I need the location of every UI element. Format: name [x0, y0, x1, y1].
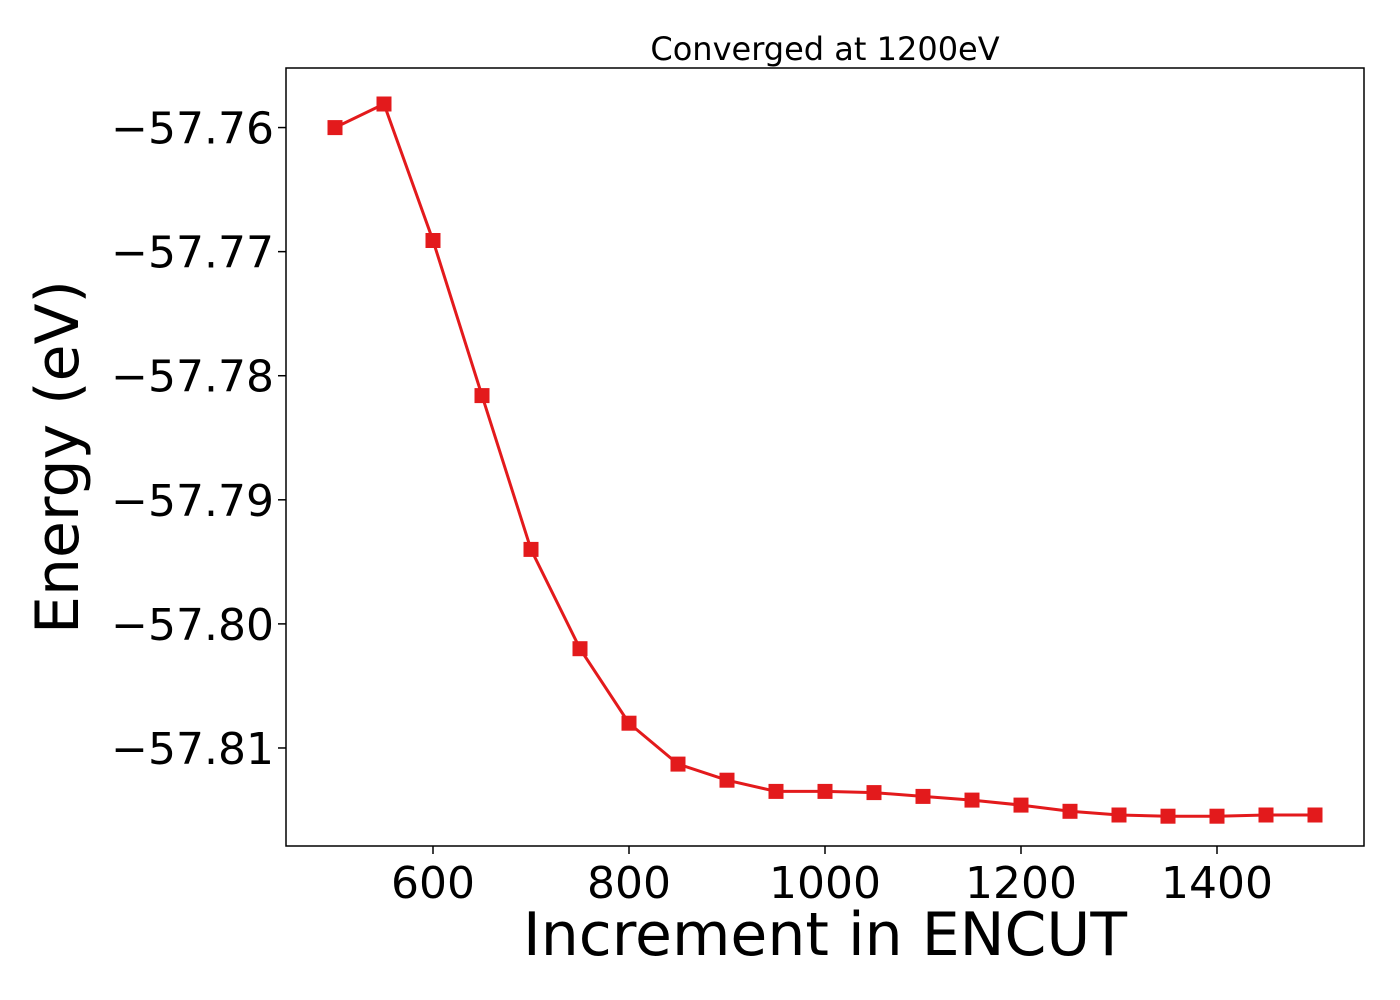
y-tick-label: −57.78: [111, 352, 274, 403]
data-point: [572, 641, 588, 657]
x-tick-label: 800: [587, 858, 671, 909]
data-point: [866, 785, 882, 801]
x-tick-label: 1200: [965, 858, 1077, 909]
x-tick-label: 1400: [1161, 858, 1273, 909]
y-tick-label: −57.79: [111, 476, 274, 527]
data-point: [1258, 807, 1274, 823]
data-point: [670, 756, 686, 772]
y-tick-label: −57.77: [111, 228, 274, 279]
data-point: [621, 715, 637, 731]
data-point: [1111, 807, 1127, 823]
y-tick-label: −57.76: [111, 104, 274, 155]
y-axis-label: Energy (eV): [23, 280, 93, 634]
data-point: [425, 233, 441, 248]
x-tick-label: 600: [391, 858, 475, 909]
x-axis-label: Increment in ENCUT: [523, 900, 1127, 970]
chart-title: Converged at 1200eV: [650, 30, 999, 68]
data-point: [915, 788, 931, 804]
data-point: [1013, 797, 1029, 813]
plot-area: 600 800 1000 1200 1400 −57.76−57.77−57.78−57…: [111, 67, 1365, 909]
data-point: [474, 388, 490, 404]
y-tick-label: −57.80: [111, 600, 274, 651]
data-point: [817, 783, 833, 799]
data-point: [768, 783, 784, 799]
data-point: [523, 541, 539, 557]
y-tick-label: −57.81: [111, 724, 274, 775]
y-axis: −57.76 −57.77 −57.78 −57.79 −57.80 −57.81: [111, 104, 286, 775]
data-point: [1160, 808, 1176, 824]
data-point: [376, 96, 392, 112]
data-point: [719, 772, 735, 788]
x-tick-label: 1000: [769, 858, 881, 909]
data-point: [327, 120, 343, 136]
data-point: [1209, 808, 1225, 824]
x-axis: 600 800 1000 1200 1400: [391, 846, 1273, 909]
data-point: [1307, 807, 1323, 823]
data-point: [964, 792, 980, 808]
data-point: [1062, 803, 1078, 819]
series-points: [327, 96, 1323, 824]
